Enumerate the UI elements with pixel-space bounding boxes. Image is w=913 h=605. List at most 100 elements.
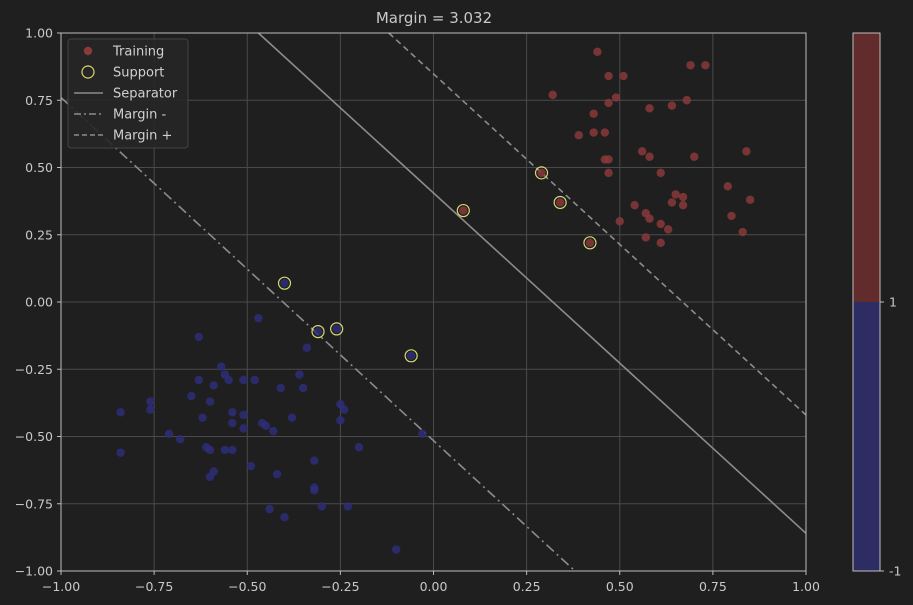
training-point-positive — [678, 192, 688, 202]
y-tick-label: 0.75 — [25, 93, 53, 108]
training-point-negative — [220, 445, 230, 455]
training-point-positive — [671, 190, 680, 199]
training-point-positive — [604, 155, 613, 164]
training-point-positive — [593, 47, 602, 57]
training-point-negative — [224, 375, 233, 385]
training-point-negative — [205, 445, 215, 455]
training-point-negative — [228, 408, 237, 417]
training-point-negative — [228, 418, 237, 428]
colorbar-tick-label: -1 — [889, 564, 901, 579]
training-point-negative — [205, 472, 215, 482]
training-point-positive — [745, 195, 755, 204]
training-point-negative — [287, 413, 297, 422]
training-point-positive — [667, 198, 677, 207]
legend-support-marker — [81, 65, 95, 79]
training-point-negative — [164, 429, 174, 439]
training-point-negative — [209, 381, 218, 390]
training-point-positive — [656, 168, 665, 178]
training-point-positive — [611, 93, 621, 102]
training-point-negative — [302, 343, 312, 352]
training-point-positive — [667, 101, 677, 110]
training-point-negative — [280, 278, 289, 288]
training-point-positive — [537, 168, 546, 178]
training-point-positive — [619, 71, 628, 81]
training-point-negative — [280, 513, 289, 522]
x-tick-label: −0.25 — [321, 579, 359, 594]
training-point-negative — [336, 416, 345, 425]
support-vector-marker — [583, 236, 597, 250]
y-tick-label: 1.00 — [25, 26, 53, 41]
training-point-negative — [343, 502, 353, 511]
x-tick-label: −0.50 — [228, 579, 266, 594]
y-tick-label: −0.25 — [15, 362, 53, 377]
legend-box — [67, 38, 189, 149]
x-tick-label: 0.75 — [699, 579, 727, 594]
margin-plus-line — [388, 32, 807, 416]
training-point-negative — [276, 383, 285, 393]
training-point-negative — [265, 504, 274, 514]
y-axis-ticks: 1.00 0.75 0.50 0.25 0.00 −0.25 −0.50 −0.75 −1.00 — [15, 26, 61, 579]
support-vector-marker — [404, 349, 418, 363]
separator-line — [257, 32, 807, 534]
colorbar: 1 -1 — [852, 32, 901, 579]
training-points — [116, 47, 755, 554]
training-point-positive — [701, 61, 710, 70]
y-tick-label: 0.50 — [25, 160, 53, 175]
training-point-negative — [246, 461, 256, 471]
training-point-negative — [205, 397, 215, 406]
training-point-negative — [406, 351, 416, 360]
training-point-negative — [194, 375, 204, 385]
training-point-positive — [585, 238, 595, 248]
training-point-positive — [686, 61, 695, 70]
training-point-positive — [656, 219, 665, 229]
training-point-positive — [663, 225, 673, 234]
chart-title: Margin = 3.032 — [376, 9, 492, 27]
training-point-positive — [600, 128, 610, 137]
training-point-negative — [298, 383, 308, 393]
training-point-negative — [310, 456, 319, 465]
support-vector-marker — [311, 324, 325, 339]
training-point-positive — [645, 104, 654, 113]
x-tick-label: 1.00 — [792, 579, 820, 594]
training-point-negative — [216, 362, 226, 371]
training-point-negative — [332, 324, 341, 334]
training-point-positive — [738, 227, 747, 237]
training-point-negative — [418, 429, 427, 439]
training-point-negative — [392, 545, 401, 554]
training-point-positive — [459, 206, 468, 215]
legend: Training Support Separator Margin - Margin + — [67, 38, 189, 149]
training-point-negative — [295, 370, 304, 379]
training-point-positive — [630, 200, 639, 210]
training-point-positive — [682, 96, 691, 105]
y-tick-label: −1.00 — [15, 564, 53, 579]
training-point-negative — [269, 426, 278, 436]
training-point-negative — [228, 445, 237, 455]
training-point-positive — [641, 233, 651, 242]
training-point-negative — [239, 375, 248, 385]
y-tick-label: −0.50 — [15, 429, 53, 444]
training-point-positive — [589, 128, 598, 137]
x-tick-label: −0.75 — [135, 579, 173, 594]
training-point-positive — [589, 109, 598, 118]
training-point-positive — [690, 152, 699, 161]
x-tick-label: 0.50 — [606, 579, 634, 594]
y-tick-label: −0.75 — [15, 496, 53, 511]
training-point-positive — [645, 152, 654, 161]
x-tick-label: 0.25 — [513, 579, 541, 594]
training-point-positive — [742, 147, 751, 156]
training-point-negative — [250, 375, 259, 385]
training-point-negative — [310, 486, 319, 495]
training-point-negative — [146, 405, 155, 414]
training-point-negative — [317, 502, 326, 511]
training-point-positive — [723, 182, 732, 191]
legend-label: Separator — [113, 87, 178, 102]
support-vector-marker — [277, 276, 292, 290]
training-point-positive — [656, 238, 665, 248]
y-tick-label: 0.00 — [25, 295, 53, 310]
support-vectors — [277, 166, 597, 363]
training-point-positive — [645, 214, 654, 223]
y-tick-label: 0.25 — [25, 227, 53, 242]
legend-label: Margin - — [113, 108, 167, 123]
training-point-negative — [146, 397, 155, 406]
